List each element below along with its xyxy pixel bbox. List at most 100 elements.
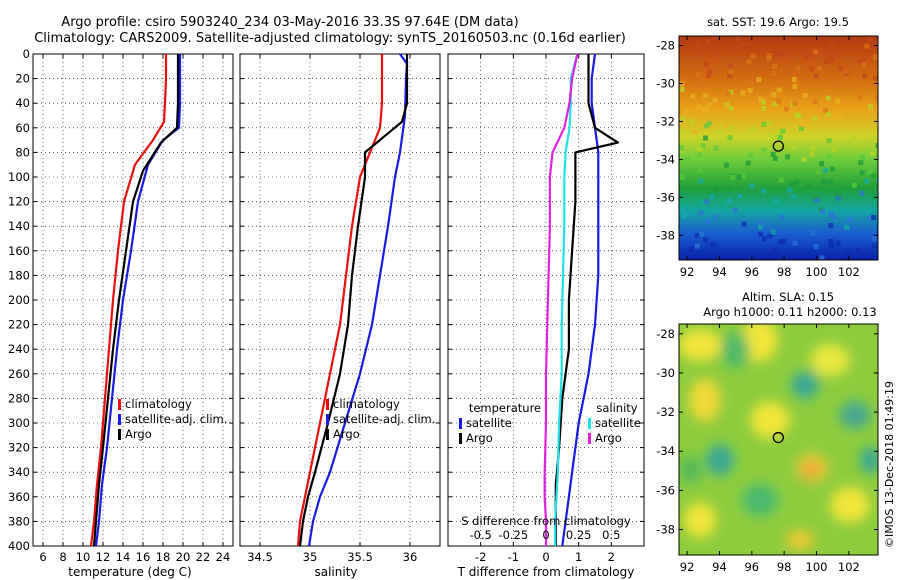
sst-map-frame: [678, 35, 879, 261]
difference-xlabel: T difference from climatology: [457, 565, 635, 579]
y-tick-label: 20: [15, 72, 30, 86]
map-y-tick-label: -38: [656, 228, 675, 242]
s-diff-tick-label: -0.5: [469, 528, 491, 542]
map-y-tick-label: -28: [656, 327, 675, 341]
series-line-satellite-adj-clim-: [307, 53, 409, 547]
x-tick-label: -1: [508, 550, 519, 564]
map-x-tick-label: 96: [744, 265, 759, 279]
legend-swatch: [118, 414, 121, 425]
y-tick-label: 40: [15, 96, 30, 110]
map-y-tick-label: -28: [656, 38, 675, 52]
x-tick-label: 20: [176, 550, 191, 564]
x-tick-label: 10: [76, 550, 91, 564]
sla-map-axes: 92 94 96 98 100 102 -28 -30 -32 -34 -36 -38: [656, 324, 878, 574]
legend-swatch: [326, 414, 329, 425]
legend-label: satellite: [595, 416, 641, 430]
legend-label: Argo: [466, 431, 493, 445]
map-x-tick-label: 100: [806, 560, 828, 574]
title-line-1: Argo profile: csiro 5903240_234 03-May-2…: [61, 15, 518, 30]
x-tick-label: 6: [39, 550, 46, 564]
map-x-tick-label: 92: [680, 560, 695, 574]
legend-swatch: [459, 433, 462, 444]
sla-map-image: [679, 324, 878, 555]
temperature-panel: 0 20 40 60 80 100 120 140 160 180 200 220 240 260 280 3…: [8, 47, 234, 564]
map-x-tick-label: 100: [806, 265, 828, 279]
y-tick-label: 160: [8, 244, 30, 258]
sst-map-image: [679, 36, 878, 260]
temperature-xlabel: temperature (deg C): [68, 565, 191, 579]
sst-argo-location-marker: [772, 140, 784, 152]
series-line-climatology: [296, 54, 384, 547]
x-tick-label: 16: [136, 550, 151, 564]
legend-swatch: [326, 429, 329, 440]
top-axis-label: S difference from climatology: [461, 514, 631, 528]
x-tick-label: 2: [608, 550, 615, 564]
x-tick-label: 1: [575, 550, 582, 564]
y-tick-label: 120: [8, 195, 30, 209]
salinity-xlabel: salinity: [314, 565, 357, 579]
map-x-tick-label: 102: [838, 265, 860, 279]
x-tick-label: 35.5: [347, 550, 373, 564]
map-y-tick-label: -34: [656, 152, 675, 166]
y-tick-label: 300: [8, 416, 30, 430]
map-x-tick-label: 98: [777, 265, 792, 279]
map-x-tick-label: 92: [680, 265, 695, 279]
sla-argo-location-marker: [772, 431, 784, 444]
y-tick-label: 340: [8, 465, 30, 479]
legend-label: Argo: [333, 427, 360, 441]
s-diff-tick-label: 0.25: [566, 528, 592, 542]
legend-title-temperature: temperature: [469, 401, 541, 415]
map-x-tick-label: 102: [838, 560, 860, 574]
map-x-tick-label: 94: [712, 265, 727, 279]
sst-map-axes: 92 94 96 98 100 102 -28 -30 -32 -34 -36 -38: [656, 36, 878, 279]
x-tick-label: -2: [475, 550, 486, 564]
y-tick-label: 200: [8, 293, 30, 307]
y-tick-label: 400: [8, 539, 30, 553]
x-tick-label: 36: [403, 550, 418, 564]
map-y-tick-label: -32: [656, 405, 675, 419]
legend-label: satellite: [466, 416, 512, 430]
y-tick-label: 60: [15, 121, 30, 135]
series-line-s-argo: [543, 53, 579, 546]
legend-title-salinity: salinity: [596, 401, 637, 415]
sla-map-frame: [678, 323, 879, 556]
series-line-satellite-adj-clim-: [94, 54, 182, 547]
map-x-tick-label: 96: [744, 560, 759, 574]
y-tick-label: 320: [8, 441, 30, 455]
title-line-2: Climatology: CARS2009. Satellite-adjuste…: [34, 31, 626, 46]
y-tick-label: 180: [8, 268, 30, 282]
map-y-tick-label: -36: [656, 483, 675, 497]
map-y-tick-label: -34: [656, 444, 675, 458]
sla-map-title-1: Altim. SLA: 0.15: [742, 290, 834, 304]
y-tick-label: 140: [8, 219, 30, 233]
sst-map-title: sat. SST: 19.6 Argo: 19.5: [707, 15, 849, 29]
map-x-tick-label: 94: [712, 560, 727, 574]
legend-label: satellite-adj. clim.: [125, 412, 227, 426]
legend-swatch: [588, 433, 591, 444]
legend-swatch: [459, 418, 462, 429]
y-tick-label: 260: [8, 367, 30, 381]
y-tick-label: 80: [15, 145, 30, 159]
y-tick-label: 0: [23, 47, 30, 61]
legend-label: climatology: [125, 397, 192, 411]
map-y-tick-label: -32: [656, 114, 675, 128]
s-diff-tick-label: -0.25: [498, 528, 528, 542]
series-line-climatology: [89, 54, 168, 547]
legend-swatch: [326, 399, 329, 410]
legend-label: Argo: [595, 431, 622, 445]
y-tick-label: 380: [8, 514, 30, 528]
legend-label: climatology: [333, 397, 400, 411]
series-line-argo: [92, 54, 180, 547]
map-y-tick-label: -30: [656, 76, 675, 90]
map-y-tick-label: -38: [656, 523, 675, 537]
map-x-tick-label: 98: [777, 560, 792, 574]
y-tick-label: 360: [8, 490, 30, 504]
x-tick-label: 12: [96, 550, 111, 564]
y-tick-label: 240: [8, 342, 30, 356]
x-tick-label: 22: [196, 550, 211, 564]
plot-frame: [447, 53, 645, 547]
imos-credit: ©IMOS 13-Dec-2018 01:49:19: [883, 381, 896, 548]
